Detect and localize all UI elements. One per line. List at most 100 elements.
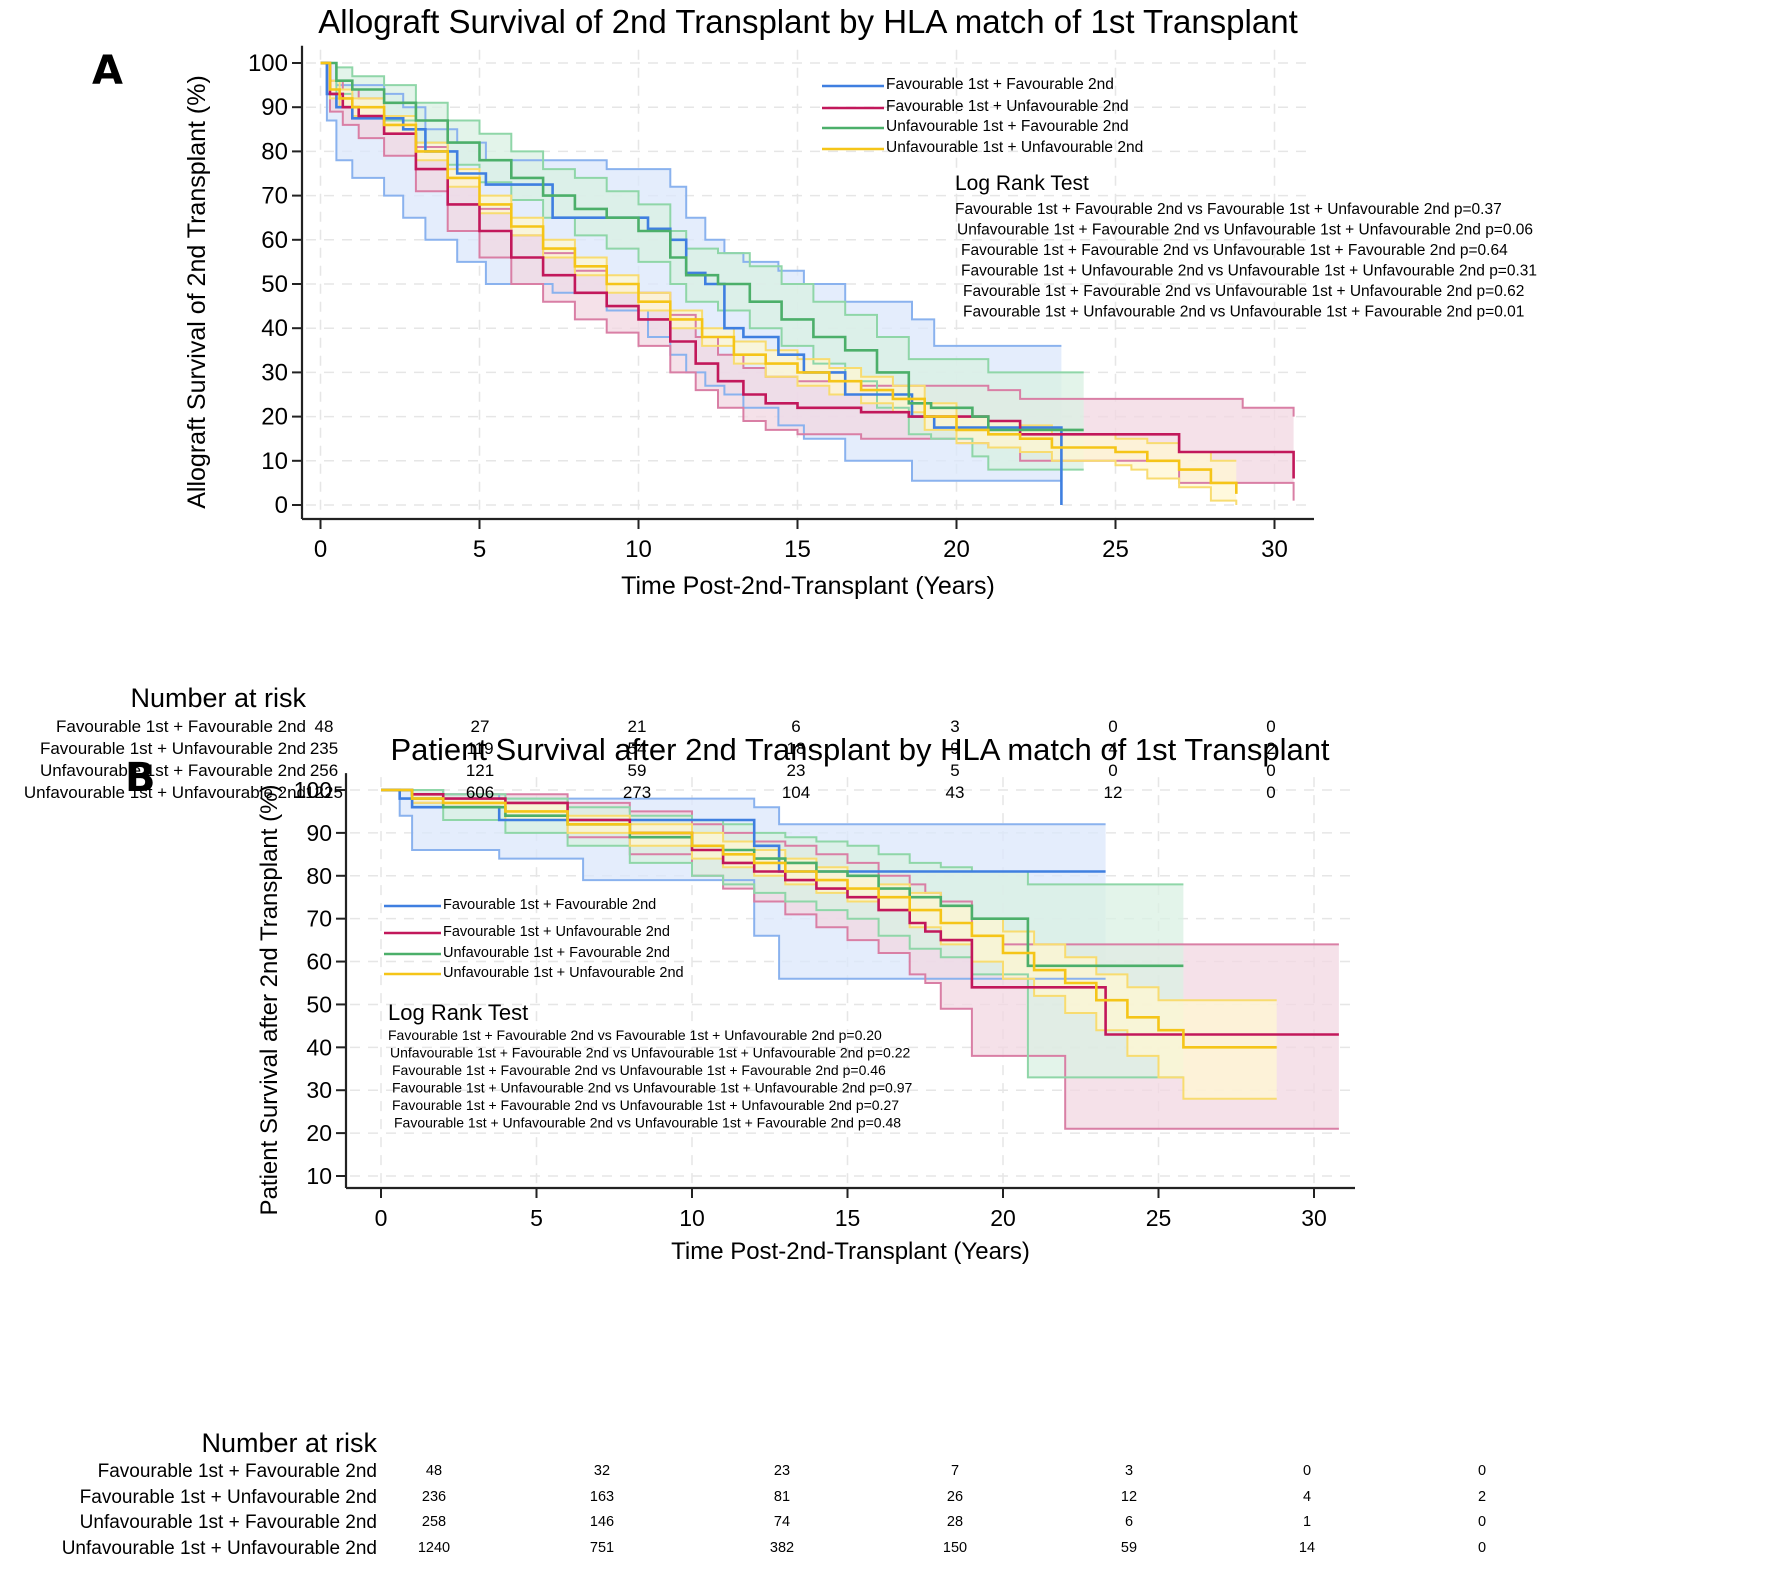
risk-value: 48 (425, 1463, 443, 1479)
x-tick-label: 30 (1301, 1205, 1327, 1231)
risk-value: 2 (1477, 1488, 1487, 1505)
log-rank-result: Favourable 1st + Unfavourable 2nd vs Unf… (392, 1080, 912, 1096)
risk-value: 0 (1108, 761, 1118, 780)
x-tick-label: 30 (1261, 536, 1288, 563)
risk-row-label: Unfavourable 1st + Unfavourable 2nd (23, 783, 306, 802)
risk-value: 26 (946, 1488, 964, 1505)
risk-row-label: Favourable 1st + Unfavourable 2nd (79, 1486, 377, 1508)
log-rank-result: Favourable 1st + Favourable 2nd vs Unfav… (963, 283, 1524, 300)
y-tick-label: 90 (306, 820, 332, 846)
log-rank-result: Favourable 1st + Favourable 2nd vs Favou… (388, 1027, 882, 1043)
y-tick-label: 70 (261, 183, 288, 210)
y-tick-label: 10 (306, 1163, 332, 1189)
legend-label: Favourable 1st + Favourable 2nd (443, 897, 656, 913)
risk-value: 256 (309, 761, 339, 780)
log-rank-result: Favourable 1st + Unfavourable 2nd vs Unf… (961, 263, 1537, 280)
risk-row-label: Unfavourable 1st + Unfavourable 2nd (61, 1537, 377, 1559)
survival-line-2 (320, 61, 1084, 432)
risk-value: 0 (1477, 1463, 1487, 1479)
log-rank-result: Unfavourable 1st + Favourable 2nd vs Unf… (390, 1045, 910, 1061)
risk-value: 121 (465, 761, 495, 780)
x-tick-label: 15 (784, 536, 811, 563)
risk-value: 235 (309, 739, 339, 758)
risk-value: 4 (1108, 739, 1118, 758)
x-tick-label: 0 (314, 536, 327, 563)
risk-value: 1225 (305, 783, 343, 802)
log-rank-title: Log Rank Test (955, 172, 1089, 195)
y-axis-label: Patient Survival after 2nd Transplant (%… (256, 785, 283, 1216)
log-rank-title: Log Rank Test (388, 1000, 528, 1025)
risk-value: 104 (781, 783, 811, 802)
log-rank-result: Favourable 1st + Unfavourable 2nd vs Unf… (963, 304, 1524, 321)
risk-row-label: Favourable 1st + Unfavourable 2nd (39, 739, 306, 758)
survival-line-3 (381, 788, 1277, 1049)
risk-value: 258 (421, 1514, 447, 1530)
risk-table-title: Number at risk (201, 1428, 377, 1458)
y-tick-label: 80 (261, 138, 288, 165)
risk-value: 14 (1298, 1539, 1316, 1556)
risk-value: 81 (773, 1488, 791, 1505)
risk-value: 4 (1302, 1488, 1312, 1505)
risk-value: 28 (946, 1514, 964, 1530)
chart-title: Patient Survival after 2nd Transplant by… (390, 732, 1329, 767)
y-tick-label: 50 (306, 991, 332, 1017)
legend-label: Unfavourable 1st + Favourable 2nd (886, 118, 1129, 135)
risk-value: 3 (1124, 1463, 1134, 1479)
risk-row-label: Unfavourable 1st + Favourable 2nd (39, 761, 306, 780)
risk-value: 74 (773, 1514, 791, 1530)
legend-label: Unfavourable 1st + Unfavourable 2nd (886, 139, 1143, 156)
x-tick-label: 15 (835, 1205, 861, 1231)
risk-row-label: Favourable 1st + Favourable 2nd (97, 1461, 377, 1482)
ci-lower-line (381, 789, 1277, 1100)
risk-value: 48 (314, 717, 334, 736)
survival-line-0 (381, 788, 1106, 873)
risk-value: 7 (950, 1463, 960, 1479)
y-tick-label: 80 (306, 863, 332, 889)
y-tick-label: 60 (261, 227, 288, 254)
legend-label: Favourable 1st + Unfavourable 2nd (886, 98, 1129, 115)
risk-value: 150 (942, 1539, 968, 1556)
ci-lower-line (381, 789, 1184, 1079)
legend-label: Favourable 1st + Unfavourable 2nd (443, 924, 670, 940)
legend-label: Favourable 1st + Favourable 2nd (886, 76, 1114, 93)
y-tick-label: 60 (306, 949, 332, 975)
risk-value: 54 (627, 739, 647, 758)
risk-value: 12 (1120, 1488, 1138, 1505)
risk-value: 23 (786, 761, 806, 780)
risk-value: 751 (589, 1539, 615, 1556)
risk-value: 23 (773, 1463, 791, 1479)
risk-value: 6 (1124, 1514, 1134, 1530)
ci-lower-line (381, 789, 1106, 980)
y-tick-label: 100 (294, 777, 332, 803)
y-tick-label: 70 (306, 906, 332, 932)
survival-line-1 (381, 788, 1339, 1036)
risk-value: 0 (1477, 1514, 1487, 1530)
log-rank-result: Favourable 1st + Favourable 2nd vs Unfav… (961, 242, 1508, 259)
risk-table-title: Number at risk (130, 683, 306, 713)
risk-value: 18 (786, 739, 806, 758)
log-rank-result: Favourable 1st + Favourable 2nd vs Unfav… (392, 1097, 899, 1113)
panel-letter-b: B (125, 755, 156, 801)
risk-value: 0 (1266, 717, 1276, 736)
x-tick-label: 20 (990, 1205, 1016, 1231)
risk-value: 12 (1103, 783, 1123, 802)
log-rank-result: Favourable 1st + Favourable 2nd vs Unfav… (392, 1062, 886, 1078)
ci-upper-line (320, 62, 1062, 347)
risk-value: 3 (950, 717, 960, 736)
risk-value: 2 (1266, 739, 1276, 758)
legend-label: Unfavourable 1st + Unfavourable 2nd (443, 965, 684, 981)
x-tick-label: 0 (375, 1205, 388, 1231)
risk-row-label: Unfavourable 1st + Favourable 2nd (79, 1512, 377, 1533)
y-tick-label: 90 (261, 94, 288, 121)
y-tick-label: 0 (275, 492, 288, 519)
risk-value: 1 (1302, 1514, 1312, 1530)
log-rank-result: Unfavourable 1st + Favourable 2nd vs Unf… (957, 222, 1533, 239)
x-axis-label: Time Post-2nd-Transplant (Years) (671, 1238, 1030, 1265)
x-tick-label: 25 (1146, 1205, 1172, 1231)
ci-band (381, 790, 1277, 1099)
risk-value: 9 (950, 739, 960, 758)
ci-upper-line (381, 789, 1184, 886)
risk-value: 59 (627, 761, 647, 780)
x-tick-label: 5 (473, 536, 486, 563)
